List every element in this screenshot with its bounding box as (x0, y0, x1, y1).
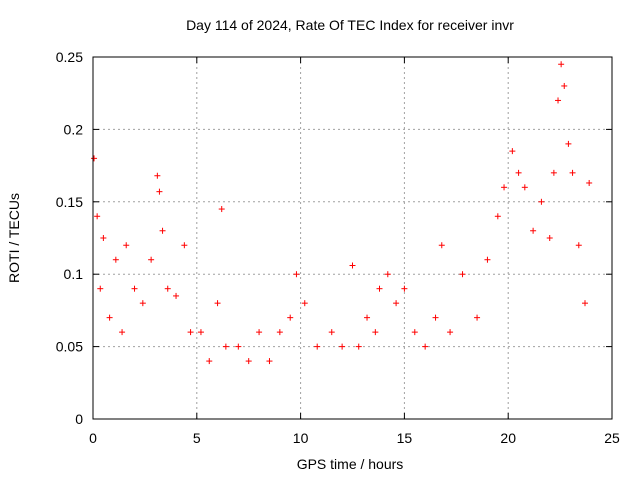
data-point (222, 343, 229, 350)
data-points (91, 61, 593, 365)
data-point (494, 213, 501, 220)
y-tick-label: 0.25 (56, 49, 83, 65)
data-point (459, 271, 466, 278)
data-point (94, 213, 101, 220)
y-tick-label: 0.1 (64, 266, 84, 282)
data-point (484, 256, 491, 263)
data-point (384, 271, 391, 278)
data-point (276, 329, 283, 336)
data-point (565, 140, 572, 147)
data-point (561, 82, 568, 89)
data-point (214, 300, 221, 307)
axis-ticks: 0 5 10 15 20 25 0 0.05 0.1 0.15 0.2 0.25 (56, 49, 620, 446)
data-point (206, 358, 213, 365)
data-point (245, 358, 252, 365)
data-point (501, 184, 508, 191)
data-point (372, 329, 379, 336)
data-point (266, 358, 273, 365)
data-point (538, 198, 545, 205)
data-point (569, 169, 576, 176)
data-point (411, 329, 418, 336)
data-point (218, 206, 225, 213)
data-point (474, 314, 481, 321)
data-point (301, 300, 308, 307)
data-point (293, 271, 300, 278)
data-point (156, 188, 163, 195)
x-tick-label: 10 (293, 430, 309, 446)
chart-title: Day 114 of 2024, Rate Of TEC Index for r… (186, 17, 514, 33)
data-point (558, 61, 565, 68)
data-point (164, 285, 171, 292)
data-point (112, 256, 119, 263)
data-point (586, 179, 593, 186)
data-point (530, 227, 537, 234)
data-point (401, 285, 408, 292)
x-tick-label: 5 (193, 430, 201, 446)
data-point (349, 262, 356, 269)
data-point (339, 343, 346, 350)
data-point (197, 329, 204, 336)
y-tick-label: 0.05 (56, 339, 83, 355)
x-tick-label: 15 (397, 430, 413, 446)
plot-frame (92, 56, 613, 420)
data-point (100, 235, 107, 241)
x-axis-label: GPS time / hours (296, 456, 404, 472)
data-point (235, 343, 242, 350)
data-point (256, 329, 263, 336)
data-point (555, 97, 562, 104)
data-point (328, 329, 335, 336)
data-point (154, 172, 161, 179)
data-point (159, 227, 166, 234)
grid-lines (93, 57, 612, 419)
data-point (148, 256, 155, 263)
data-point (438, 242, 445, 249)
data-point (139, 300, 146, 307)
data-point (106, 314, 113, 321)
data-point (123, 242, 130, 249)
y-tick-label: 0.15 (56, 194, 83, 210)
data-point (181, 242, 188, 249)
data-point (97, 285, 104, 292)
data-point (355, 343, 362, 350)
data-point (550, 169, 557, 176)
data-point (287, 314, 294, 321)
data-point (575, 242, 582, 249)
data-point (546, 235, 553, 241)
data-point (447, 329, 454, 336)
data-point (173, 292, 180, 299)
data-point (364, 314, 371, 321)
data-point (376, 285, 383, 292)
data-point (187, 329, 194, 336)
x-tick-label: 0 (89, 430, 97, 446)
y-axis-label: ROTI / TECUs (6, 193, 22, 283)
data-point (393, 300, 400, 307)
data-point (314, 343, 321, 350)
data-point (131, 285, 138, 292)
data-point (509, 148, 516, 155)
x-tick-label: 20 (500, 430, 516, 446)
data-point (515, 169, 522, 176)
data-point (521, 184, 528, 191)
x-tick-label: 25 (604, 430, 620, 446)
data-point (422, 343, 429, 350)
data-point (91, 155, 98, 162)
data-point (432, 314, 439, 321)
data-point (119, 329, 126, 336)
y-tick-label: 0 (75, 411, 83, 427)
y-tick-label: 0.2 (64, 121, 84, 137)
data-point (582, 300, 589, 307)
